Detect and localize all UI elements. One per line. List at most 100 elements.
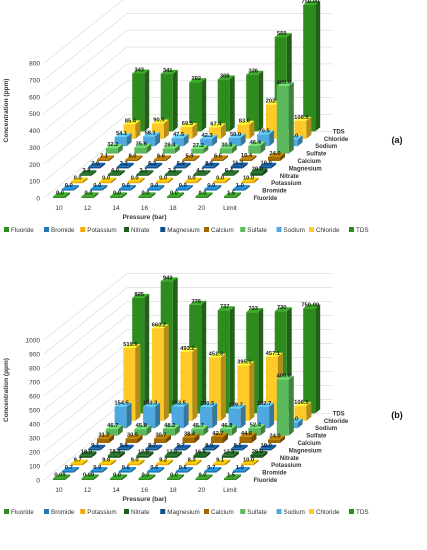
data-label: 0.0	[150, 183, 158, 189]
bar	[182, 155, 200, 161]
data-label: 152.7	[257, 401, 272, 407]
bar-front	[191, 429, 204, 436]
bar-side	[174, 424, 180, 436]
bar	[195, 192, 213, 198]
data-label: 0.0	[93, 183, 101, 189]
xtick-label: 20	[198, 205, 206, 212]
bar	[259, 162, 277, 169]
bar-side	[157, 162, 163, 169]
bar	[138, 474, 156, 480]
data-label: 0.0	[159, 176, 167, 182]
series-axis-label: Potassium	[271, 181, 301, 187]
bar-top	[61, 467, 79, 471]
bar-front	[114, 406, 127, 429]
bar	[294, 401, 312, 421]
legend-label: Fluoride	[11, 509, 34, 516]
data-label: 4.0	[111, 168, 119, 174]
bar-top	[167, 474, 184, 479]
data-label: 44.6	[241, 431, 253, 437]
bar-front	[175, 471, 188, 473]
bar-front	[138, 196, 151, 198]
bar-side	[187, 185, 193, 191]
bar	[175, 467, 193, 473]
bar-side	[251, 155, 257, 161]
ytick-label: 300	[29, 436, 40, 443]
data-label: 9.8	[120, 443, 129, 449]
bar-top	[259, 162, 277, 167]
bar-side	[271, 162, 277, 169]
bar	[125, 434, 143, 443]
bar-top	[173, 444, 191, 449]
bar-top	[138, 474, 156, 479]
data-label: 451.3	[209, 352, 224, 358]
bar	[224, 474, 241, 480]
bar-front	[232, 471, 245, 473]
bar-top	[127, 459, 145, 464]
bar-side	[155, 132, 161, 147]
bar-front	[268, 439, 280, 443]
bar-side	[269, 130, 275, 147]
bar	[105, 425, 123, 436]
bar-top	[217, 306, 235, 311]
bar-front	[162, 428, 175, 436]
bar-side	[258, 308, 264, 414]
bar-side	[150, 192, 156, 198]
bar	[173, 162, 191, 169]
data-label: 0.0	[170, 472, 178, 478]
bar-side	[229, 75, 235, 132]
bar	[276, 375, 294, 436]
bar	[217, 75, 235, 132]
bar-top	[239, 155, 257, 160]
bar	[219, 425, 237, 436]
data-label: 42.3	[201, 133, 213, 139]
bar-front	[145, 448, 158, 451]
bar-front	[276, 86, 289, 154]
data-label: 90.5	[153, 118, 165, 124]
bar	[173, 444, 191, 451]
legend-item: Sodium	[276, 227, 305, 234]
bar-front	[123, 124, 136, 139]
data-label: 0.0	[102, 176, 110, 182]
bar-side	[166, 434, 171, 443]
bar	[211, 155, 228, 161]
data-label: 825	[134, 292, 144, 298]
bar-side	[269, 402, 275, 429]
data-label: 0.0	[207, 183, 215, 189]
bar-front	[162, 148, 175, 154]
bar-top	[219, 425, 237, 430]
data-label: 0.0	[131, 176, 139, 182]
bar-front	[79, 174, 92, 176]
bar-side	[223, 155, 228, 161]
bar-top	[116, 444, 134, 449]
bar-front	[208, 127, 221, 139]
legend-label: Fluoride	[11, 227, 34, 234]
legend-label: Magnesium	[167, 509, 200, 516]
bar-side	[102, 185, 108, 191]
bar-side	[91, 170, 97, 176]
bar-side	[176, 170, 182, 176]
data-label: 47.5	[173, 132, 185, 138]
bar-top	[204, 185, 222, 189]
series-axis-label: Calcium	[298, 441, 321, 447]
xtick-label: 10	[55, 487, 63, 494]
bar	[145, 444, 163, 451]
bar-side	[126, 133, 132, 147]
data-label: 0.6	[122, 465, 131, 471]
bar-side	[212, 135, 218, 147]
data-label: 46.4	[250, 140, 262, 146]
bar-front	[90, 189, 103, 191]
bar-side	[172, 277, 178, 414]
bar-side	[306, 401, 312, 421]
legend-item: Magnesium	[160, 227, 200, 234]
bar-top	[79, 170, 97, 175]
bar-top	[213, 177, 231, 182]
data-label: 48.2	[164, 423, 175, 429]
legend-item: Bromide	[44, 227, 75, 234]
bar-top	[147, 467, 165, 471]
bar-top	[211, 155, 228, 160]
series-axis-label: Sodium	[315, 426, 337, 432]
bar-top	[224, 192, 241, 197]
bar-front	[221, 455, 234, 458]
series-axis-label: Magnesium	[289, 166, 322, 172]
bar-front	[61, 471, 74, 473]
